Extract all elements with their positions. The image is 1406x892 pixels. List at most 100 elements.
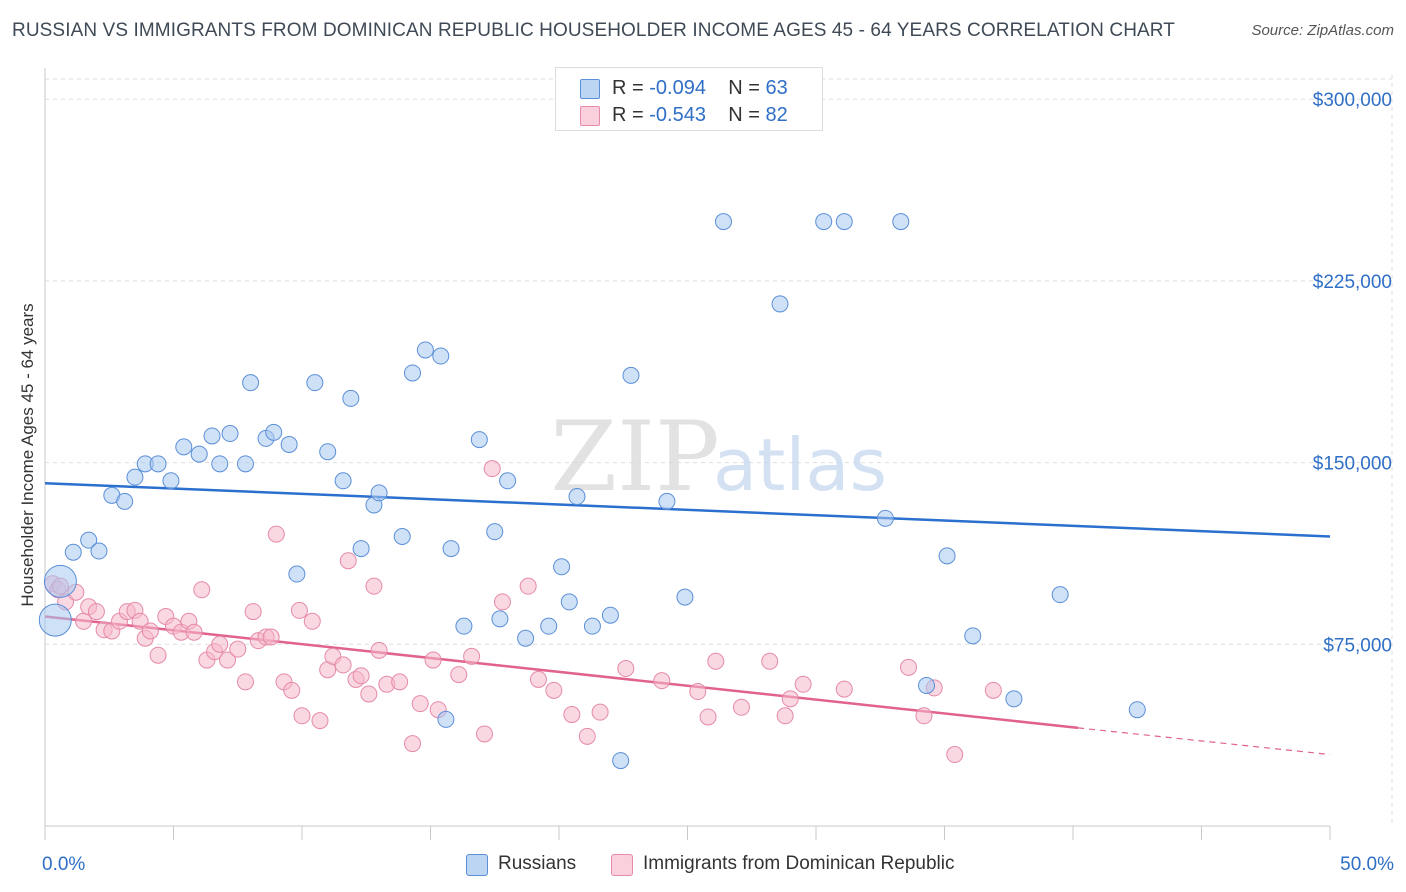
russians-point <box>393 528 411 546</box>
y-tick-label: $225,000 <box>1313 272 1392 293</box>
dominican-point <box>365 577 383 595</box>
russians-point <box>1051 586 1069 604</box>
russians-point <box>211 455 229 473</box>
russians-point <box>190 445 208 463</box>
legend-swatch-russians <box>580 79 600 99</box>
dominican-point <box>900 658 918 676</box>
russians-point <box>553 558 571 576</box>
n-label: N = <box>728 104 760 126</box>
russians-point <box>835 213 853 231</box>
dominican-point <box>699 708 717 726</box>
dominican-point <box>794 675 812 693</box>
dominican-point <box>141 622 159 640</box>
x-tick-label-max: 50.0% <box>1340 854 1394 875</box>
legend-swatch-dominican <box>580 106 600 126</box>
source-credit: Source: ZipAtlas.com <box>1251 22 1394 39</box>
russians-point <box>938 547 956 565</box>
russians-point <box>334 472 352 490</box>
dominican-point <box>229 640 247 658</box>
russians-point <box>306 374 324 392</box>
series-dominican-points <box>44 460 1002 764</box>
russians-point <box>126 468 144 486</box>
trend-lines <box>44 481 1331 756</box>
axes <box>44 68 1331 840</box>
russians-trend-line <box>44 481 1331 538</box>
dominican-point <box>236 673 254 691</box>
russians-point <box>221 425 239 443</box>
russians-point <box>771 295 789 313</box>
dominican-point <box>360 685 378 703</box>
russians-point <box>404 364 422 382</box>
dominican-trend-line <box>44 615 1079 730</box>
r-value-dominican: -0.543 <box>649 104 706 126</box>
dominican-point <box>776 707 794 725</box>
series-legend: Russians Immigrants from Dominican Repub… <box>0 852 1406 878</box>
dominican-point <box>591 703 609 721</box>
russians-point <box>964 627 982 645</box>
russians-point <box>175 438 193 456</box>
dominican-point <box>761 652 779 670</box>
russians-point <box>236 455 254 473</box>
r-label: R = <box>612 77 644 99</box>
dominican-point <box>483 460 501 478</box>
n-label: N = <box>728 77 760 99</box>
russians-point <box>38 603 72 637</box>
russians-point <box>80 531 98 549</box>
russians-point <box>622 366 640 384</box>
dominican-trend-extension <box>1078 727 1331 756</box>
dominican-point <box>267 525 285 543</box>
dominican-point <box>290 601 308 619</box>
russians-point <box>676 588 694 606</box>
legend-row-russians: R = -0.094 N = 63 <box>556 74 822 102</box>
dominican-point <box>244 603 262 621</box>
russians-point <box>560 593 578 611</box>
dominican-point <box>391 673 409 691</box>
dominican-point <box>450 666 468 684</box>
russians-point <box>1005 690 1023 708</box>
russians-point <box>319 443 337 461</box>
dominican-point <box>732 698 750 716</box>
russians-point <box>455 617 473 635</box>
watermark-atlas: atlas <box>713 423 887 507</box>
x-tick-label-min: 0.0% <box>42 854 85 875</box>
dominican-point <box>87 603 105 621</box>
russians-point <box>714 213 732 231</box>
russians-point <box>116 492 134 510</box>
russians-point <box>64 543 82 561</box>
legend-swatch-dominican <box>611 854 633 876</box>
russians-point <box>432 347 450 365</box>
dominican-point <box>370 641 388 659</box>
russians-point <box>149 455 167 473</box>
russians-point <box>517 629 535 647</box>
russians-point <box>815 213 833 231</box>
dominican-point <box>404 735 422 753</box>
russians-point <box>876 509 894 527</box>
dominican-point <box>835 680 853 698</box>
russians-point <box>416 341 434 359</box>
dominican-point <box>545 681 563 699</box>
dominican-point <box>578 727 596 745</box>
dominican-point <box>781 690 799 708</box>
gridlines <box>45 75 1393 826</box>
dominican-point <box>493 593 511 611</box>
russians-point <box>242 374 260 392</box>
dominican-point <box>262 628 280 646</box>
russians-point <box>918 676 936 694</box>
legend-swatch-russians <box>466 854 488 876</box>
russians-point <box>203 427 221 445</box>
dominican-point <box>193 581 211 599</box>
russians-point <box>568 488 586 506</box>
russians-point <box>162 472 180 490</box>
russians-point <box>43 564 77 598</box>
russians-point <box>352 540 370 558</box>
russians-point <box>288 565 306 583</box>
correlation-legend: R = -0.094 N = 63 R = -0.543 N = 82 <box>555 67 823 131</box>
dominican-point <box>293 707 311 725</box>
russians-point <box>437 710 455 728</box>
tick-labels: $75,000 $150,000 $225,000 $300,000 0.0% 50.0% <box>42 90 1394 875</box>
russians-point <box>265 423 283 441</box>
dominican-point <box>984 681 1002 699</box>
dominican-point <box>707 652 725 670</box>
chart-title: RUSSIAN VS IMMIGRANTS FROM DOMINICAN REP… <box>12 20 1175 41</box>
